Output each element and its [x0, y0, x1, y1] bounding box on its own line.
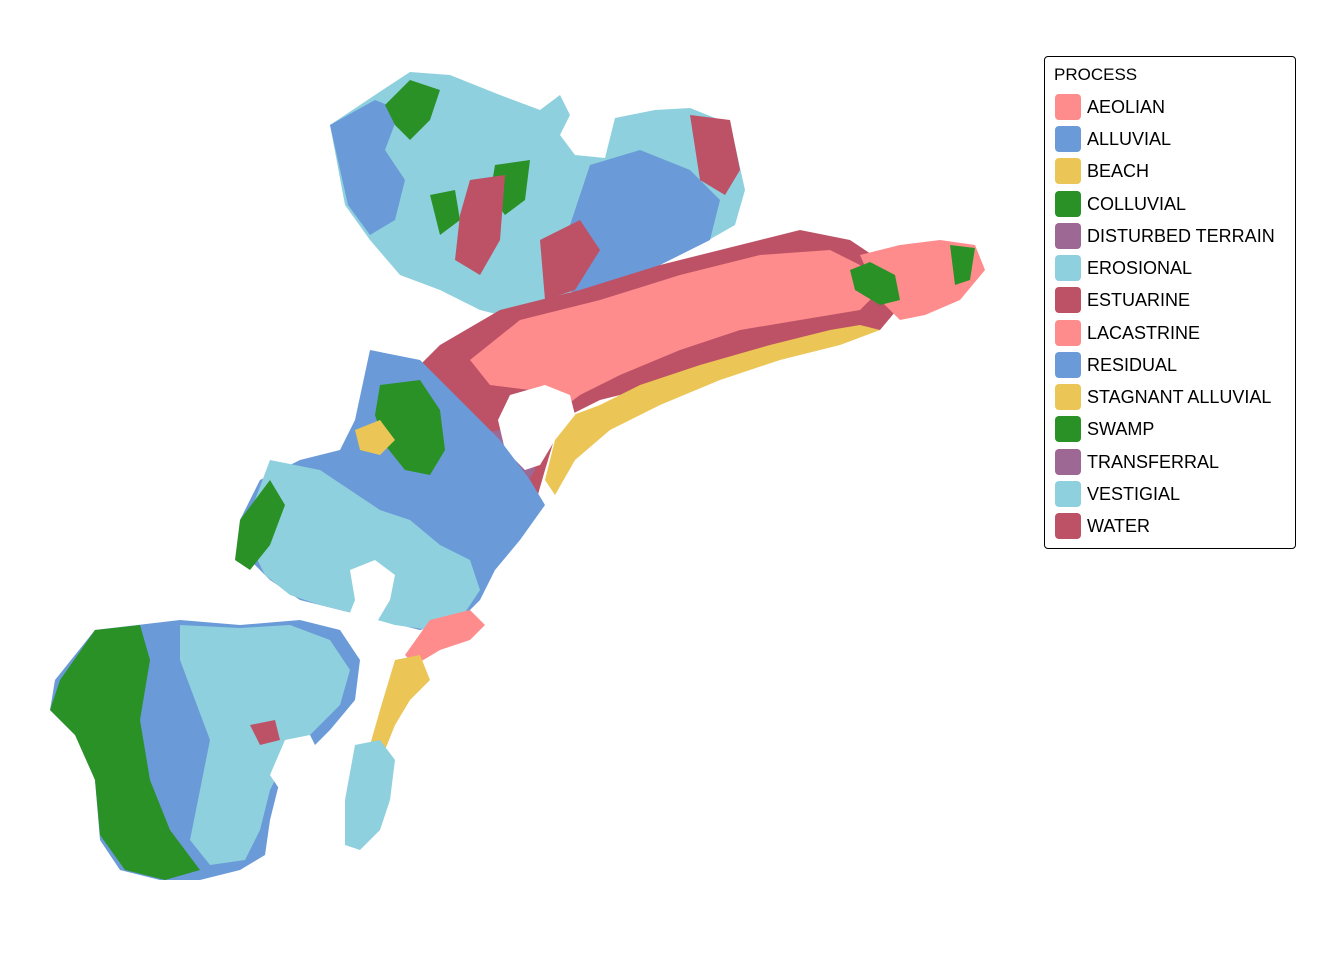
legend-item-beach: BEACH — [1055, 157, 1293, 185]
region-colluvial-east — [850, 245, 975, 305]
legend-swatch — [1055, 223, 1081, 249]
region-estuarine-south — [250, 720, 280, 745]
legend-label: RESIDUAL — [1087, 355, 1178, 375]
region-colluvial-south — [50, 625, 200, 880]
legend-item-erosional: EROSIONAL — [1055, 254, 1293, 282]
region-alluvial-north-west — [330, 100, 405, 235]
legend-label: ESTUARINE — [1087, 290, 1191, 310]
legend: PROCESS AEOLIAN ALLUVIAL BEACH COLLUVIAL… — [1044, 56, 1296, 549]
legend-swatch — [1055, 158, 1081, 184]
legend-label: WATER — [1087, 516, 1150, 536]
region-erosional-south — [180, 625, 350, 865]
legend-item-water: WATER — [1055, 512, 1293, 540]
region-aeolian-mid-coast — [405, 610, 485, 665]
legend-swatch — [1055, 481, 1081, 507]
map-region-north — [330, 72, 745, 320]
legend-label: BEACH — [1087, 161, 1150, 181]
legend-item-swamp: SWAMP — [1055, 415, 1293, 443]
legend-label: VESTIGIAL — [1087, 484, 1181, 504]
legend-title: PROCESS — [1054, 65, 1138, 84]
region-aeolian-central — [470, 250, 880, 410]
legend-item-estuarine: ESTUARINE — [1055, 286, 1293, 314]
legend-swatch — [1055, 191, 1081, 217]
legend-item-lacastrine: LACASTRINE — [1055, 319, 1293, 347]
legend-label: TRANSFERRAL — [1087, 452, 1220, 472]
legend-swatch — [1055, 94, 1081, 120]
legend-swatch — [1055, 126, 1081, 152]
legend-swatch — [1055, 255, 1081, 281]
water-inlet-mid — [345, 560, 395, 640]
legend-label: EROSIONAL — [1087, 258, 1193, 278]
legend-label: LACASTRINE — [1087, 323, 1201, 343]
legend-item-stagnant-alluvial: STAGNANT ALLUVIAL — [1055, 383, 1293, 411]
legend-label: COLLUVIAL — [1087, 194, 1187, 214]
legend-item-colluvial: COLLUVIAL — [1055, 190, 1293, 218]
legend-swatch — [1055, 352, 1081, 378]
region-beach-central — [545, 325, 880, 495]
legend-item-residual: RESIDUAL — [1055, 351, 1293, 379]
region-colluvial-mid — [235, 380, 445, 570]
legend-label: AEOLIAN — [1087, 97, 1166, 117]
map-region-mid — [235, 350, 545, 665]
legend-label: STAGNANT ALLUVIAL — [1087, 387, 1272, 407]
water-lagoon — [498, 385, 575, 470]
legend-label: SWAMP — [1087, 419, 1155, 439]
region-estuarine-north — [455, 115, 740, 300]
region-erosional-spit — [345, 740, 395, 850]
legend-swatch — [1055, 416, 1081, 442]
legend-swatch — [1055, 449, 1081, 475]
legend-item-disturbed-terrain: DISTURBED TERRAIN — [1055, 222, 1293, 250]
region-stagnant-alluvial-south — [370, 655, 430, 750]
legend-item-transferral: TRANSFERRAL — [1055, 448, 1293, 476]
map-region-south — [50, 620, 430, 880]
water-inlet-south — [270, 735, 320, 790]
region-erosional-mid — [250, 460, 480, 630]
legend-item-vestigial: VESTIGIAL — [1055, 480, 1293, 508]
region-alluvial-north-east — [560, 150, 720, 300]
legend-item-alluvial: ALLUVIAL — [1055, 125, 1293, 153]
legend-swatch — [1055, 287, 1081, 313]
region-stagnant-alluvial-mid — [355, 420, 395, 455]
legend-swatch — [1055, 513, 1081, 539]
legend-swatch — [1055, 320, 1081, 346]
legend-swatch — [1055, 384, 1081, 410]
legend-item-aeolian: AEOLIAN — [1055, 93, 1293, 121]
region-erosional-north — [330, 72, 745, 320]
legend-label: ALLUVIAL — [1087, 129, 1172, 149]
legend-label: DISTURBED TERRAIN — [1087, 226, 1275, 246]
